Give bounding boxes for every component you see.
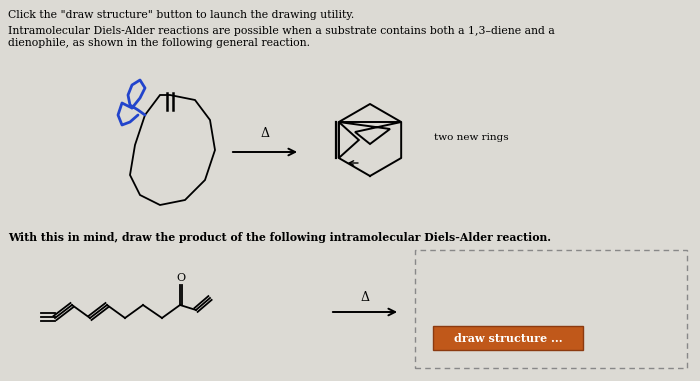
Text: dienophile, as shown in the following general reaction.: dienophile, as shown in the following ge…	[8, 38, 310, 48]
Text: With this in mind, draw the product of the following intramolecular Diels-Alder : With this in mind, draw the product of t…	[8, 232, 551, 243]
Text: Δ: Δ	[360, 291, 370, 304]
Text: Intramolecular Diels-Alder reactions are possible when a substrate contains both: Intramolecular Diels-Alder reactions are…	[8, 26, 554, 36]
Bar	[433, 326, 583, 350]
Bar	[415, 250, 687, 368]
Text: draw structure ...: draw structure ...	[454, 333, 562, 344]
Text: O: O	[176, 273, 186, 283]
Text: Δ: Δ	[260, 127, 270, 140]
Text: Click the "draw structure" button to launch the drawing utility.: Click the "draw structure" button to lau…	[8, 10, 354, 20]
Text: two new rings: two new rings	[434, 133, 509, 142]
